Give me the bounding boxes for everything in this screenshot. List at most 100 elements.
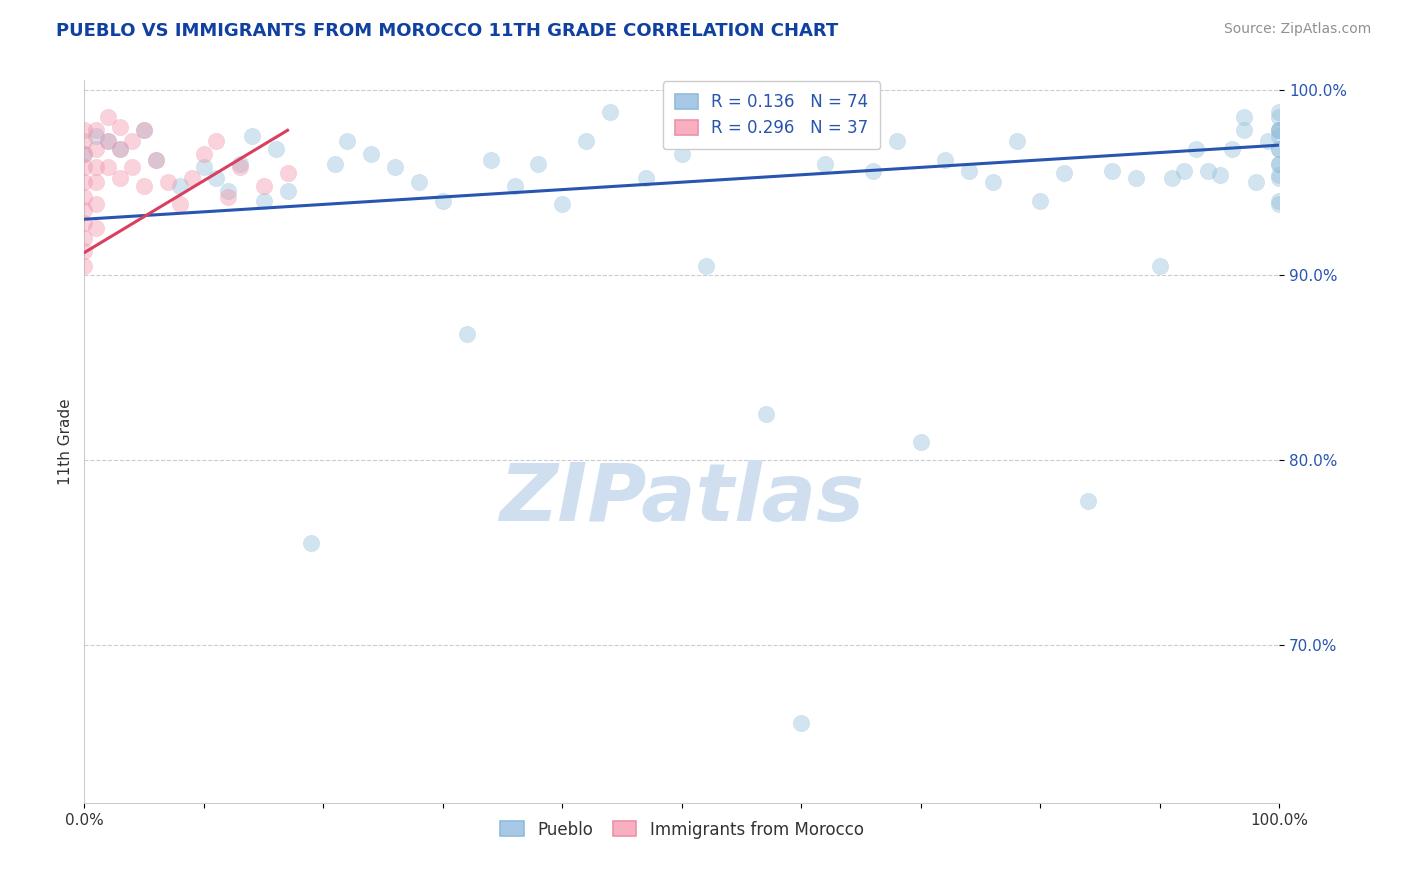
Point xyxy=(1125,171,1147,186)
Point xyxy=(934,153,956,167)
Point xyxy=(1268,123,1291,137)
Point xyxy=(110,142,132,156)
Point xyxy=(86,197,108,211)
Point xyxy=(132,123,156,137)
Point xyxy=(1209,168,1232,182)
Point xyxy=(97,111,120,125)
Point xyxy=(73,231,96,245)
Point xyxy=(731,123,754,137)
Point xyxy=(503,178,526,193)
Point xyxy=(240,128,263,143)
Point xyxy=(121,135,143,149)
Point xyxy=(73,147,96,161)
Point xyxy=(1005,135,1028,149)
Point xyxy=(110,142,132,156)
Point xyxy=(217,185,239,199)
Text: Source: ZipAtlas.com: Source: ZipAtlas.com xyxy=(1223,22,1371,37)
Point xyxy=(1257,135,1279,149)
Point xyxy=(169,197,191,211)
Point xyxy=(1268,111,1291,125)
Point xyxy=(1101,164,1123,178)
Point xyxy=(575,135,598,149)
Legend: Pueblo, Immigrants from Morocco: Pueblo, Immigrants from Morocco xyxy=(491,811,873,848)
Point xyxy=(97,135,120,149)
Point xyxy=(551,197,574,211)
Point xyxy=(110,171,132,186)
Point xyxy=(432,194,454,208)
Point xyxy=(1185,142,1208,156)
Point xyxy=(145,153,167,167)
Point xyxy=(217,190,239,204)
Point xyxy=(456,327,478,342)
Point xyxy=(790,716,813,731)
Point xyxy=(1244,175,1267,189)
Point xyxy=(1268,104,1291,119)
Point xyxy=(981,175,1004,189)
Point xyxy=(886,135,908,149)
Point xyxy=(193,161,215,175)
Point xyxy=(264,142,287,156)
Point xyxy=(336,135,359,149)
Point xyxy=(1268,142,1291,156)
Point xyxy=(1268,156,1291,170)
Point xyxy=(1161,171,1184,186)
Point xyxy=(384,161,406,175)
Point xyxy=(253,194,276,208)
Point xyxy=(73,135,96,149)
Point xyxy=(205,171,228,186)
Point xyxy=(73,202,96,217)
Point xyxy=(814,156,837,170)
Point xyxy=(86,161,108,175)
Point xyxy=(1268,123,1291,137)
Text: ZIPatlas: ZIPatlas xyxy=(499,460,865,539)
Point xyxy=(121,161,143,175)
Point xyxy=(205,135,228,149)
Point xyxy=(97,135,120,149)
Text: PUEBLO VS IMMIGRANTS FROM MOROCCO 11TH GRADE CORRELATION CHART: PUEBLO VS IMMIGRANTS FROM MOROCCO 11TH G… xyxy=(56,22,838,40)
Point xyxy=(97,161,120,175)
Point xyxy=(145,153,167,167)
Point xyxy=(325,156,347,170)
Point xyxy=(86,142,108,156)
Point xyxy=(910,434,932,449)
Point xyxy=(193,147,215,161)
Point xyxy=(1197,164,1219,178)
Point xyxy=(1053,166,1076,180)
Point xyxy=(360,147,382,161)
Point xyxy=(169,178,191,193)
Point xyxy=(1268,156,1291,170)
Point xyxy=(862,164,884,178)
Point xyxy=(1233,123,1256,137)
Point xyxy=(229,161,252,175)
Point xyxy=(1077,493,1099,508)
Point xyxy=(408,175,430,189)
Point xyxy=(695,259,717,273)
Point xyxy=(1149,259,1171,273)
Point xyxy=(1220,142,1243,156)
Point xyxy=(1173,164,1195,178)
Point xyxy=(599,104,621,119)
Point xyxy=(838,128,860,143)
Point xyxy=(1268,171,1291,186)
Point xyxy=(110,120,132,134)
Point xyxy=(277,166,299,180)
Point xyxy=(479,153,502,167)
Point xyxy=(1268,194,1291,208)
Point xyxy=(1268,197,1291,211)
Point xyxy=(229,156,252,170)
Point xyxy=(157,175,180,189)
Point xyxy=(301,536,323,550)
Point xyxy=(73,123,96,137)
Point xyxy=(73,190,96,204)
Point xyxy=(636,171,658,186)
Point xyxy=(957,164,980,178)
Point xyxy=(1268,128,1291,143)
Point xyxy=(73,147,96,161)
Point xyxy=(86,221,108,235)
Point xyxy=(755,407,778,421)
Point xyxy=(1268,168,1291,182)
Point xyxy=(86,128,108,143)
Point xyxy=(1029,194,1052,208)
Point xyxy=(73,161,96,175)
Point xyxy=(277,185,299,199)
